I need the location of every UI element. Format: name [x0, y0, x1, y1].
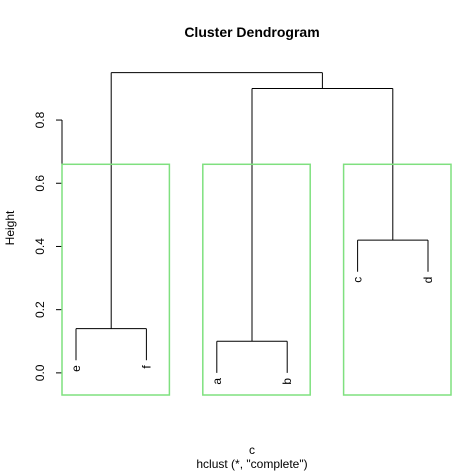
leaf-label: f	[139, 365, 153, 369]
leaf-label: b	[280, 378, 294, 385]
leaf-label: a	[210, 378, 224, 385]
y-tick-label: 0.2	[33, 301, 47, 318]
cluster-rect	[342, 163, 452, 396]
y-tick-label: 0.0	[33, 364, 47, 381]
leaf-label: d	[421, 277, 435, 284]
y-axis-label: Height	[3, 210, 17, 245]
y-tick-label: 0.6	[33, 175, 47, 192]
leaf-label: c	[351, 277, 365, 283]
chart-title: Cluster Dendrogram	[184, 24, 319, 40]
subtitle: hclust (*, "complete")	[196, 457, 307, 471]
x-axis-label: c	[249, 443, 255, 457]
leaf-label: e	[69, 365, 83, 372]
y-tick-label: 0.8	[33, 111, 47, 128]
cluster-rect	[61, 163, 171, 396]
cluster-rect	[202, 163, 311, 396]
y-tick-label: 0.4	[33, 238, 47, 255]
